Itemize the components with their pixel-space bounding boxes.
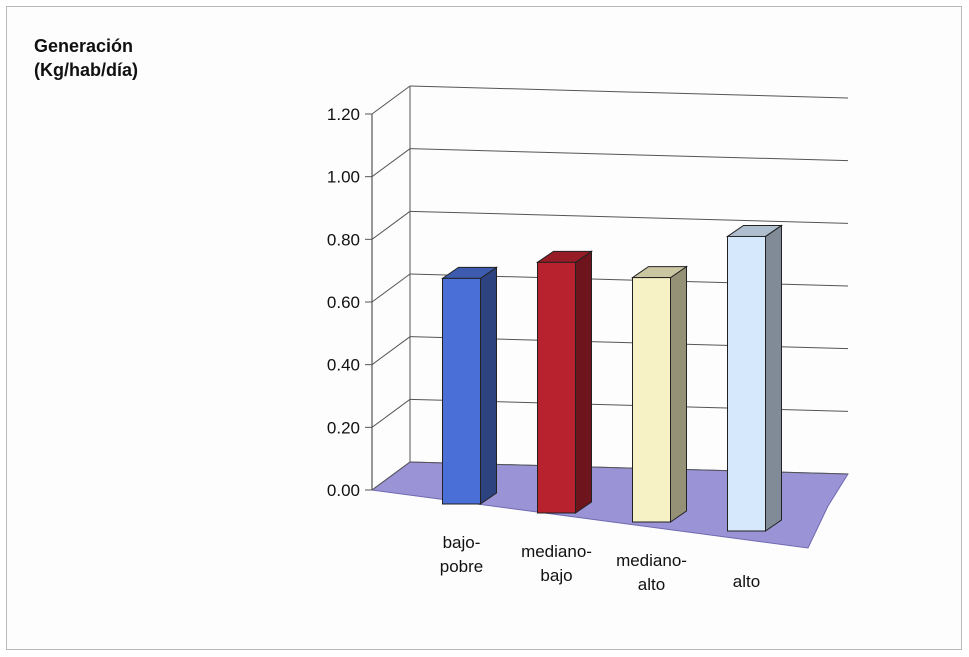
gridline-side [371,210,411,240]
bar-2 [535,250,594,514]
gridline-back [409,148,849,162]
category-label: alto [733,572,760,591]
y-tick-label: 0.40 [327,356,360,375]
gridline-side [371,273,411,303]
bar-front-face [632,277,671,523]
bar-front-face [442,277,481,505]
bar-side-face [670,265,687,523]
gridline-side [371,148,411,178]
category-label: mediano- [616,551,687,570]
bar-3 [630,265,689,523]
y-axis-label-line-1: Generación [34,36,134,56]
gridline-side [371,461,411,491]
y-axis-label: Generación (Kg/hab/día) [34,34,138,82]
gridline-side [371,336,411,366]
gridline-side [371,398,411,428]
category-label: bajo- [443,533,481,552]
bar-1 [440,266,499,505]
bar-front-face [727,235,766,532]
gridline-back [409,85,849,99]
bar-side-face [575,250,592,514]
bar-front-face [537,261,576,514]
category-label: bajo [540,566,572,585]
y-tick-label: 0.80 [327,230,360,249]
bar-side-face [765,224,782,532]
y-axis-label-line-2: (Kg/hab/día) [34,60,138,80]
y-tick-label: 0.20 [327,418,360,437]
y-tick-label: 0.60 [327,293,360,312]
bar-side-face [480,266,497,505]
category-label: mediano- [521,542,592,561]
bar-4 [725,224,784,532]
gridline-side [371,85,411,115]
category-label: pobre [440,557,483,576]
category-label: alto [638,575,665,594]
y-tick-label: 1.00 [327,168,360,187]
y-tick-label: 1.20 [327,105,360,124]
gridline-back [409,210,849,224]
y-tick-label: 0.00 [327,481,360,500]
